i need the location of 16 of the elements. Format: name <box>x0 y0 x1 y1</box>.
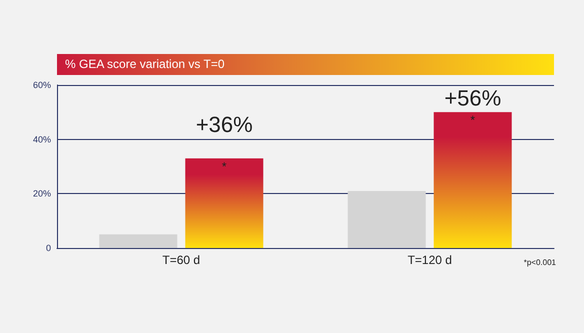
x-tick-label: T=120 d <box>408 253 452 267</box>
bar <box>185 158 264 248</box>
bar <box>434 112 512 248</box>
annotation: * <box>470 113 476 128</box>
y-tick-label: 20% <box>32 188 51 199</box>
annotation: +36% <box>196 112 253 137</box>
x-tick-label: T=60 d <box>162 253 200 267</box>
annotation: * <box>222 159 227 174</box>
annotation: +56% <box>444 86 502 110</box>
y-tick-label: 40% <box>32 134 51 144</box>
y-tick-label: 60% <box>32 80 51 90</box>
bar <box>348 190 426 248</box>
text: *p<0.001 <box>524 258 556 267</box>
y-tick-label: 0 <box>46 243 51 253</box>
chart-title: % GEA score variation vs T=0 <box>57 54 554 75</box>
bar <box>99 234 178 248</box>
